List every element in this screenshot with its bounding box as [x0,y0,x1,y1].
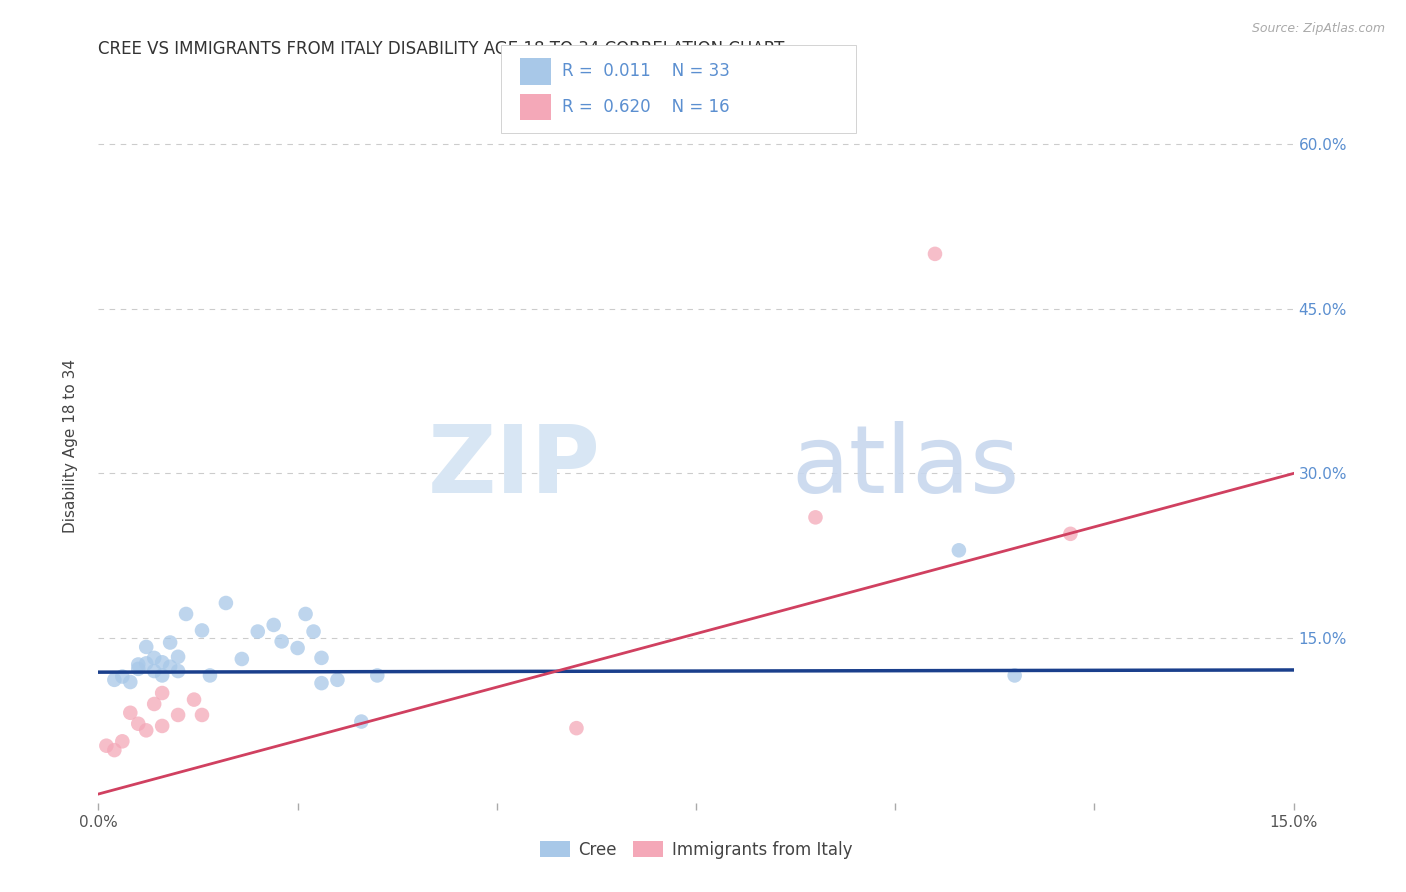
Point [103,743,125,757]
Point [127,716,149,731]
Text: Source: ZipAtlas.com: Source: ZipAtlas.com [1251,22,1385,36]
Point [350,714,373,729]
Point [103,673,125,687]
Point [326,673,349,687]
Point [270,634,292,648]
Point [311,676,333,690]
Point [120,706,142,720]
Point [143,651,166,665]
Text: ZIP: ZIP [427,421,600,514]
Point [215,596,238,610]
Point [135,640,157,654]
Text: atlas: atlas [792,421,1019,514]
Point [143,697,166,711]
Point [111,669,134,683]
Point [127,662,149,676]
Legend: Cree, Immigrants from Italy: Cree, Immigrants from Italy [533,835,859,866]
Point [127,657,149,672]
Point [311,651,333,665]
Point [191,708,214,723]
Point [150,655,173,669]
Point [183,692,205,706]
Point [111,734,134,748]
Point [159,635,181,649]
Point [167,649,190,664]
Point [191,624,214,638]
Text: R =  0.620    N = 16: R = 0.620 N = 16 [562,98,730,116]
Point [167,664,190,678]
Point [174,607,197,621]
Text: CREE VS IMMIGRANTS FROM ITALY DISABILITY AGE 18 TO 34 CORRELATION CHART: CREE VS IMMIGRANTS FROM ITALY DISABILITY… [98,40,785,58]
Point [143,664,166,678]
Point [120,675,142,690]
Point [1059,526,1081,541]
Point [565,721,588,735]
Point [246,624,269,639]
Point [135,723,157,738]
Point [231,652,253,666]
Point [804,510,827,524]
Point [302,624,325,639]
Y-axis label: Disability Age 18 to 34: Disability Age 18 to 34 [63,359,77,533]
Point [150,668,173,682]
Point [96,739,118,753]
Text: R =  0.011    N = 33: R = 0.011 N = 33 [562,62,730,80]
Point [150,686,173,700]
Point [294,607,316,621]
Point [159,659,181,673]
Point [1004,668,1026,682]
Point [167,708,190,723]
Point [198,668,221,682]
Point [948,543,970,558]
Point [287,640,309,655]
Point [366,668,388,682]
Point [150,719,173,733]
Point [263,618,285,632]
Point [924,247,946,261]
Point [135,657,157,671]
